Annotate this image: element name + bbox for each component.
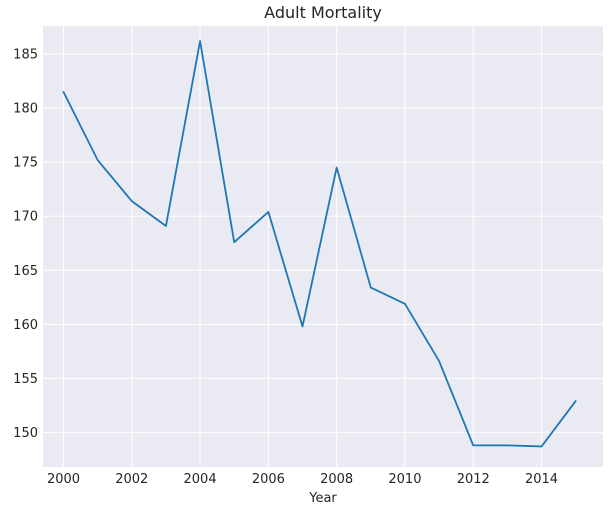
x-tick-label: 2002 [115,472,148,487]
plot-area [43,26,603,467]
y-tick-label: 160 [13,318,38,333]
y-tick-labels: 150 155 160 165 170 175 180 185 [13,48,38,441]
series-line [62,40,577,448]
chart-title: Adult Mortality [264,3,382,22]
x-tick-label: 2006 [252,472,285,487]
y-tick-label: 155 [13,372,38,387]
x-tick-label: 2012 [457,472,490,487]
y-tick-label: 165 [13,264,38,279]
x-tick-label: 2008 [320,472,353,487]
x-tick-label: 2004 [184,472,217,487]
grid-lines [43,26,603,467]
x-axis-label: Year [308,491,337,506]
y-tick-label: 175 [13,156,38,171]
y-tick-label: 170 [13,210,38,225]
x-tick-labels: 2000 2002 2004 2006 2008 2010 2012 2014 [47,472,558,487]
y-tick-label: 150 [13,426,38,441]
x-tick-label: 2014 [525,472,558,487]
y-tick-label: 180 [13,102,38,117]
series-layer [62,40,577,448]
y-tick-label: 185 [13,48,38,63]
x-tick-label: 2010 [388,472,421,487]
x-tick-label: 2000 [47,472,80,487]
